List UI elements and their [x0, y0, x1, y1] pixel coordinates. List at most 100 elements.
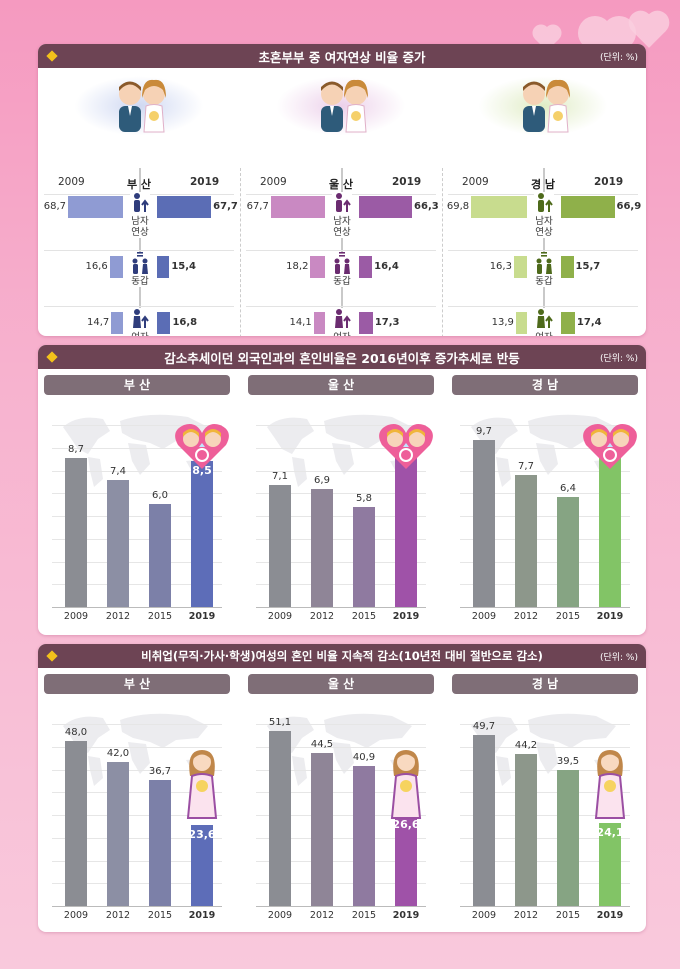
man-older-icon — [534, 192, 554, 216]
gridline — [52, 584, 222, 586]
section-header: 초혼부부 중 여자연상 비율 증가 (단위: %) — [38, 44, 646, 68]
gridline — [460, 746, 630, 748]
gridline — [460, 769, 630, 771]
gridline — [460, 815, 630, 816]
value-label-2012: 42,0 — [106, 747, 130, 759]
x-tick-label: 2009 — [63, 611, 89, 622]
section-age-gap-panel: 초혼부부 중 여자연상 비율 증가 (단위: %) 2009 2019 부 산 68,… — [38, 44, 646, 336]
bar-2012 — [515, 474, 537, 607]
bride-icon — [182, 746, 222, 822]
couple-heart-ring-icon — [582, 421, 638, 471]
value-label-2009: 16,3 — [489, 261, 512, 272]
year-label-2019: 2019 — [190, 176, 220, 188]
gridline — [256, 584, 426, 586]
city-comparison-column: 2009 2019 경 남 69,8 66,9 남자 연상 16,3 15,7 동갑 13,9 17… — [442, 68, 644, 336]
value-label-2009: 7,1 — [272, 471, 288, 483]
gridline — [460, 516, 630, 517]
bar-2009 — [313, 312, 325, 334]
value-label-2019: 16,8 — [172, 317, 198, 328]
city-name: 경 남 — [530, 178, 556, 191]
x-tick-label: 2009 — [267, 910, 293, 921]
value-label-2015: 40,9 — [352, 751, 376, 763]
bar-2009 — [65, 457, 87, 607]
x-tick-label: 2015 — [351, 910, 377, 921]
bar-2019 — [561, 256, 574, 278]
bar-2009 — [269, 730, 291, 906]
gridline — [52, 724, 222, 725]
value-label-2012: 44,5 — [310, 739, 334, 751]
x-axis-line — [52, 906, 222, 907]
section-foreign-marriage-panel: 감소추세이던 외국인과의 혼인비율은 2016년이후 증가추세로 반등 (단위:… — [38, 345, 646, 635]
year-label-2009: 2009 — [58, 176, 85, 188]
row-divider — [448, 250, 638, 251]
diamond-bullet-icon — [46, 650, 58, 662]
x-tick-label: 2009 — [471, 910, 497, 921]
bar-2015 — [149, 504, 171, 607]
chart-plot-area: 51,1 2009 44,5 2012 40,9 2015 26,6 2019 — [248, 694, 434, 922]
value-label-2019: 16,4 — [374, 261, 399, 272]
gridline — [52, 516, 222, 517]
value-label-2009: 68,7 — [43, 201, 67, 212]
gridline — [256, 746, 426, 748]
gridline — [52, 746, 222, 748]
value-label-2009: 16,6 — [85, 261, 108, 272]
bar-2009 — [109, 256, 123, 278]
unit-label: (단위: %) — [599, 53, 638, 63]
bar-2019 — [395, 814, 417, 906]
gridline — [460, 837, 630, 839]
value-label-2012: 7,7 — [518, 460, 534, 472]
bar-2019 — [599, 438, 621, 607]
x-tick-label: 2012 — [105, 910, 131, 921]
chart-plot-area: 49,7 2009 44,2 2012 39,5 2015 24,1 2019 — [452, 694, 638, 922]
city-bar-chart: 부 산 48,0 2009 42,0 2012 36,7 2015 23,6 2019 — [44, 674, 230, 926]
row-label: 여자 연상 — [326, 332, 358, 336]
row-divider — [448, 306, 638, 307]
value-label-2009: 49,7 — [472, 721, 496, 733]
gridline — [460, 561, 630, 563]
row-divider — [44, 250, 234, 251]
gridline — [52, 769, 222, 771]
gridline — [460, 493, 630, 495]
section-title: 초혼부부 중 여자연상 비율 증가 — [258, 49, 426, 65]
bar-2012 — [311, 488, 333, 607]
value-label-2019: 66,9 — [616, 201, 642, 212]
gridline — [256, 538, 426, 540]
x-tick-label: 2009 — [63, 910, 89, 921]
city-name-tab: 부 산 — [44, 674, 230, 694]
unit-label: (단위: %) — [599, 354, 638, 364]
bar-2009 — [471, 196, 527, 218]
x-tick-label: 2012 — [513, 910, 539, 921]
value-label-2019: 24,1 — [596, 826, 624, 840]
bar-2009 — [269, 485, 291, 607]
bar-2019 — [157, 312, 171, 334]
world-map-icon — [58, 409, 218, 489]
gridline — [256, 792, 426, 794]
chart-plot-area: 8,7 2009 7,4 2012 6,0 2015 8,5 2019 — [44, 395, 230, 623]
value-label-2009: 67,7 — [246, 201, 269, 212]
year-label-2009: 2009 — [462, 176, 489, 188]
gridline — [52, 837, 222, 839]
bar-2009 — [473, 735, 495, 906]
value-label-2015: 6,0 — [152, 490, 168, 501]
bar-2019 — [561, 196, 615, 218]
man-older-icon — [332, 192, 352, 216]
gridline — [256, 516, 426, 517]
gridline — [256, 447, 426, 449]
city-bar-chart: 부 산 8,7 2009 7,4 2012 6,0 2015 8,5 2019 — [44, 375, 230, 627]
value-label-2009: 48,0 — [64, 727, 88, 739]
gridline — [256, 493, 426, 495]
gridline — [52, 792, 222, 794]
city-name-tab: 경 남 — [452, 674, 638, 694]
x-tick-label: 2009 — [267, 611, 293, 622]
x-tick-label: 2012 — [513, 611, 539, 622]
bar-2019 — [157, 256, 170, 278]
gridline — [460, 470, 630, 472]
bar-2012 — [107, 479, 129, 607]
gridline — [256, 860, 426, 862]
bar-2015 — [557, 770, 579, 906]
value-label-2019: 66,3 — [414, 201, 439, 212]
